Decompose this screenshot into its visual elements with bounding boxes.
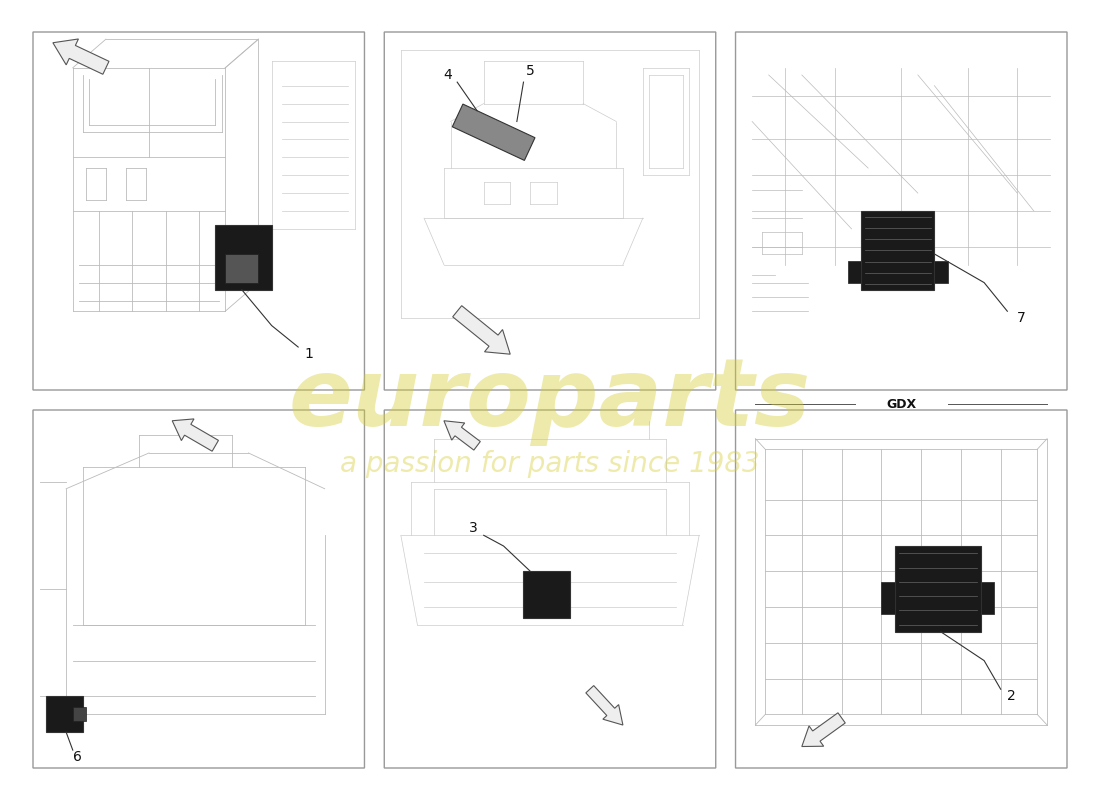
Text: 2: 2 (1008, 690, 1016, 703)
Text: 4: 4 (443, 68, 452, 82)
Polygon shape (453, 306, 510, 354)
Text: europarts: europarts (289, 354, 811, 446)
Polygon shape (173, 419, 219, 451)
Bar (981, 582, 994, 614)
Text: 1: 1 (305, 347, 314, 362)
FancyBboxPatch shape (384, 32, 716, 390)
Bar (934, 261, 948, 282)
FancyBboxPatch shape (736, 410, 1067, 768)
Bar (848, 261, 861, 282)
Text: 7: 7 (1018, 311, 1026, 326)
Bar (881, 582, 894, 614)
Text: 3: 3 (470, 521, 478, 535)
Bar (46, 696, 82, 732)
Bar (894, 546, 981, 632)
Polygon shape (53, 39, 109, 74)
FancyBboxPatch shape (736, 32, 1067, 390)
Text: 5: 5 (526, 64, 535, 78)
Bar (524, 571, 570, 618)
Text: a passion for parts since 1983: a passion for parts since 1983 (340, 450, 760, 478)
Polygon shape (444, 421, 481, 450)
Text: 6: 6 (73, 750, 81, 764)
Bar (226, 254, 258, 282)
Polygon shape (802, 713, 845, 746)
Bar (216, 226, 272, 290)
Bar (861, 211, 934, 290)
Polygon shape (586, 686, 623, 725)
Bar (73, 707, 86, 722)
FancyBboxPatch shape (33, 32, 364, 390)
FancyBboxPatch shape (384, 410, 716, 768)
Bar (452, 104, 535, 161)
Text: GDX: GDX (887, 398, 916, 411)
FancyBboxPatch shape (33, 410, 364, 768)
